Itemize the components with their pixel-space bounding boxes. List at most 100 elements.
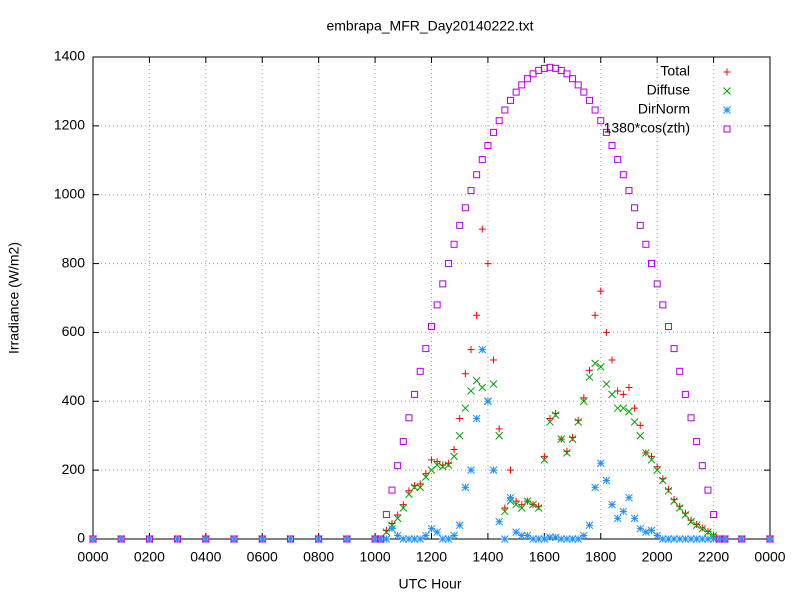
point: [523, 75, 531, 83]
point: [648, 260, 656, 268]
x-tick-label: 1000: [360, 549, 391, 565]
point: [574, 416, 582, 424]
point: [574, 81, 582, 89]
point: [512, 88, 520, 96]
point: [563, 447, 571, 455]
point: [687, 535, 695, 543]
point: [343, 535, 351, 543]
point: [382, 511, 390, 519]
point: [580, 394, 588, 402]
point: [534, 535, 543, 543]
point: [433, 461, 441, 469]
point: [664, 535, 673, 543]
point: [518, 81, 526, 89]
point: [433, 528, 441, 536]
point: [230, 535, 238, 543]
point: [405, 535, 413, 543]
point: [675, 504, 684, 512]
point: [314, 535, 323, 543]
point: [456, 221, 464, 229]
point: [709, 535, 718, 543]
x-tick-label: 0600: [247, 549, 278, 565]
point: [202, 535, 210, 543]
point: [506, 466, 514, 474]
point: [614, 156, 622, 164]
point: [399, 535, 408, 543]
point: [411, 482, 419, 490]
legend-marker: [723, 87, 731, 95]
point: [410, 535, 419, 543]
point: [664, 323, 672, 331]
point: [433, 458, 441, 466]
point: [546, 533, 554, 542]
point: [461, 370, 469, 378]
point: [450, 240, 458, 248]
point: [473, 311, 481, 319]
point: [495, 425, 503, 433]
point: [382, 528, 391, 536]
x-tick-label: 0400: [190, 549, 221, 565]
point: [500, 507, 509, 516]
point: [591, 311, 599, 319]
point: [145, 535, 154, 543]
point: [534, 504, 543, 512]
point: [692, 521, 701, 530]
point: [591, 483, 599, 492]
point: [664, 485, 672, 493]
point: [455, 431, 464, 440]
point: [529, 535, 537, 543]
point: [422, 345, 430, 353]
point: [422, 531, 430, 540]
point: [692, 535, 701, 543]
point: [540, 452, 548, 460]
point: [675, 535, 684, 543]
point: [376, 535, 385, 543]
point: [428, 323, 435, 331]
y-tick-label: 1200: [54, 117, 85, 133]
point: [653, 463, 661, 471]
point: [574, 535, 583, 543]
point: [467, 346, 475, 354]
point: [450, 452, 458, 461]
point: [461, 483, 470, 492]
point: [506, 493, 515, 502]
point: [512, 528, 520, 536]
point: [89, 535, 97, 543]
point: [574, 418, 583, 426]
point: [467, 466, 475, 474]
point: [613, 514, 622, 523]
point: [658, 476, 667, 485]
point: [410, 483, 419, 492]
point: [608, 356, 616, 364]
plot-frame: [92, 56, 771, 540]
point: [608, 141, 616, 149]
y-tick-label: 600: [62, 323, 86, 339]
legend-label: 1380*cos(zth): [604, 120, 690, 136]
point: [766, 535, 774, 543]
point: [461, 204, 469, 212]
point: [602, 328, 610, 336]
y-tick-label: 1000: [54, 185, 85, 201]
x-tick-label: 1200: [416, 549, 447, 565]
point: [461, 404, 470, 413]
point: [422, 473, 430, 481]
point: [704, 486, 712, 494]
point: [653, 466, 662, 474]
y-tick-label: 400: [62, 392, 86, 408]
point: [619, 171, 627, 179]
point: [591, 106, 599, 114]
point: [540, 455, 549, 464]
point: [444, 535, 453, 543]
y-axis-label: Irradiance (W/m2): [6, 242, 22, 354]
point: [490, 356, 498, 364]
point: [625, 407, 633, 416]
point: [438, 462, 447, 471]
point: [569, 75, 577, 83]
y-tick-label: 800: [62, 254, 86, 270]
point: [636, 431, 645, 440]
point: [597, 117, 605, 125]
point: [715, 535, 724, 543]
point: [456, 415, 464, 422]
point: [455, 521, 464, 530]
